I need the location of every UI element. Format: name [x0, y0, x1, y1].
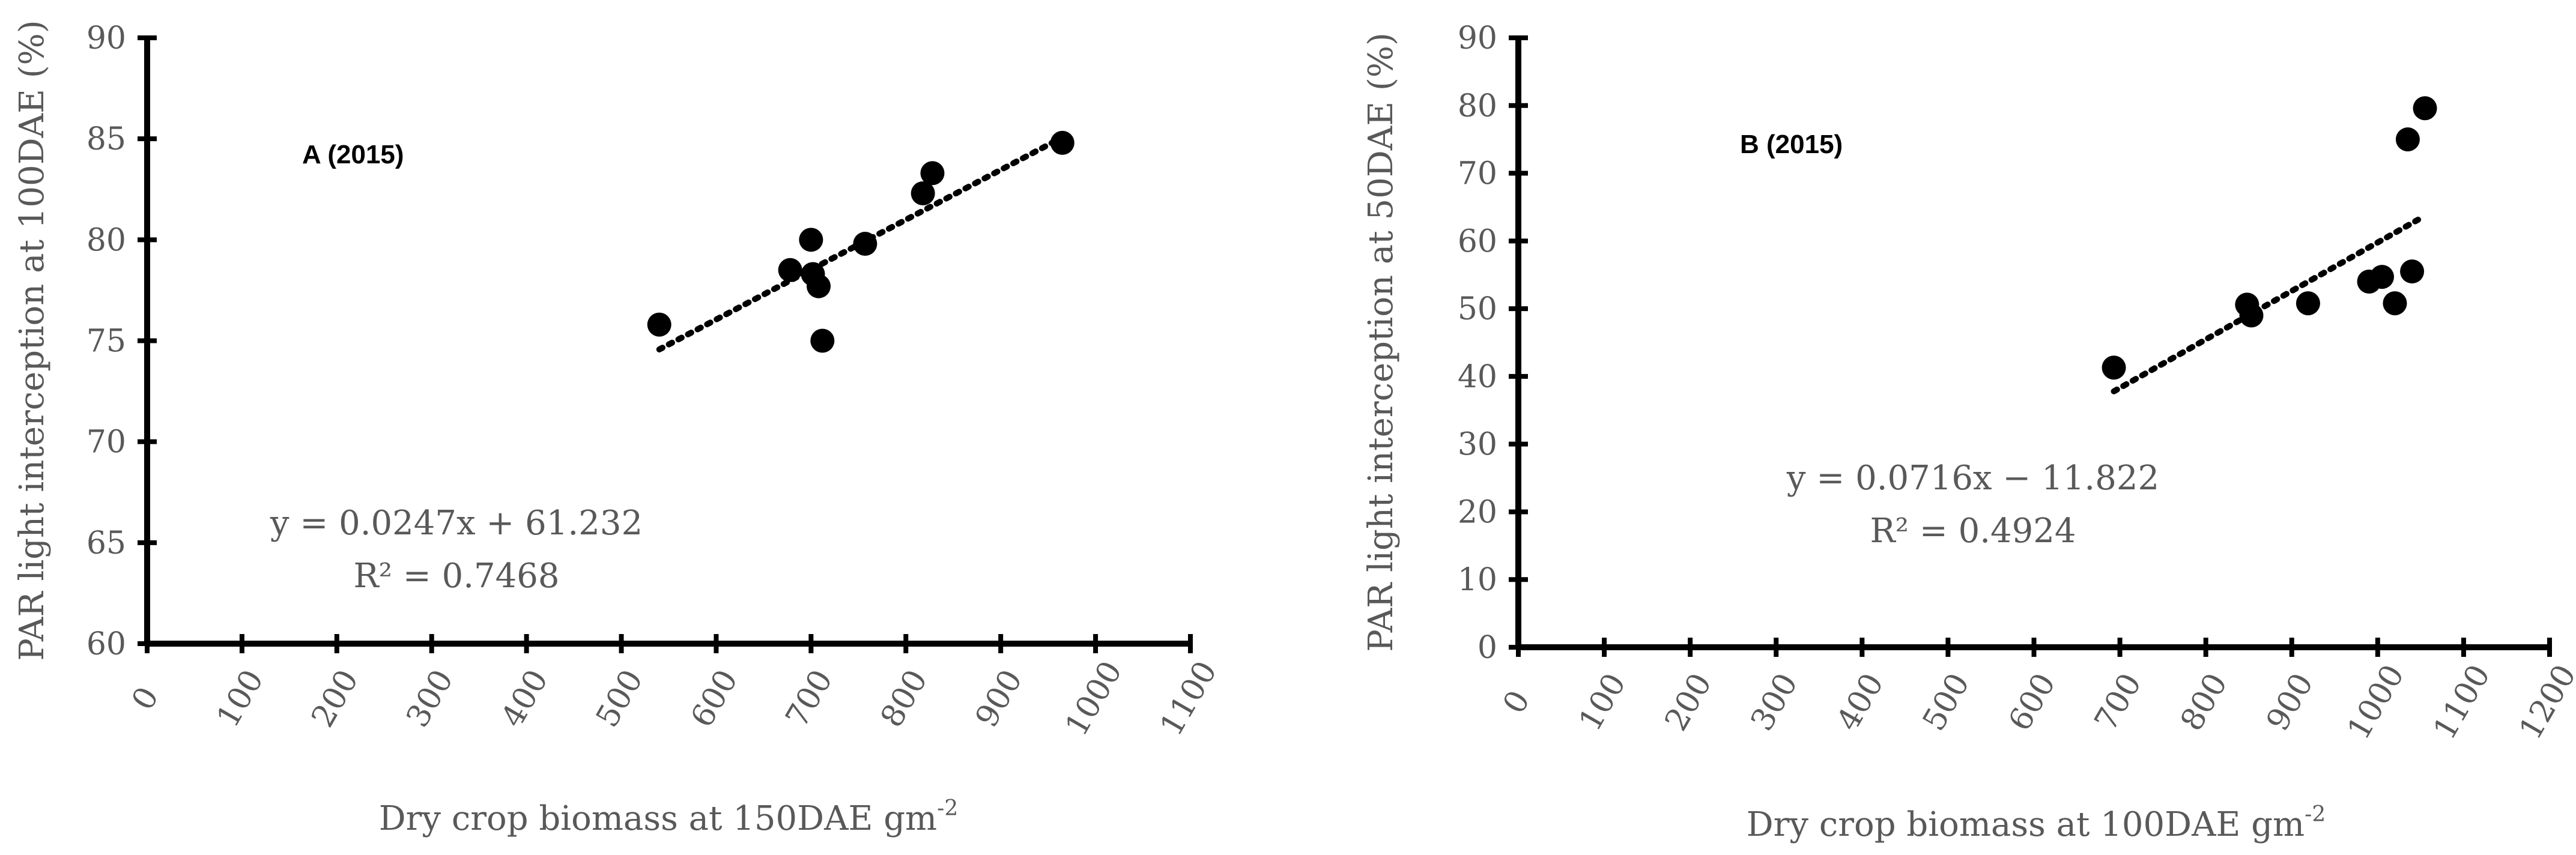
x-tick-label: 0	[125, 681, 166, 716]
data-points	[647, 130, 1074, 353]
y-tick-label: 40	[1458, 359, 1497, 395]
data-point	[647, 312, 671, 337]
axis-ticks	[1509, 35, 2552, 657]
y-tick-label: 60	[86, 626, 126, 662]
x-tick-label: 700	[779, 664, 840, 734]
x-tick-label: 800	[2174, 668, 2235, 737]
x-tick-label: 500	[1916, 668, 1977, 737]
x-tick-label: 700	[2088, 668, 2149, 737]
x-tick-label: 600	[684, 664, 745, 734]
data-point	[2413, 96, 2437, 121]
x-tick-label: 1100	[1153, 655, 1224, 742]
x-tick-label: 200	[1658, 668, 1720, 737]
panel-label: B (2015)	[1740, 130, 1843, 159]
data-point	[853, 232, 877, 256]
data-point	[778, 258, 802, 282]
trendline-equation: y = 0.0716x − 11.822	[1786, 459, 2159, 498]
x-tick-label: 200	[305, 664, 366, 734]
data-point	[806, 274, 831, 298]
y-tick-label: 30	[1458, 427, 1497, 463]
data-point	[2383, 291, 2407, 316]
y-tick-label: 0	[1477, 630, 1497, 666]
data-point	[799, 228, 823, 252]
y-tick-label: 90	[86, 20, 126, 56]
trendline-equation: y = 0.0247x + 61.232	[270, 504, 643, 543]
y-axis-title: PAR light interception at 50DAE (%)	[1362, 32, 1401, 652]
data-points	[2102, 96, 2437, 380]
data-point	[2239, 303, 2264, 328]
chart-panel-b: 0 100 200 300 400 500 600 700 800 900 1000 1100 1200…	[1362, 20, 2576, 844]
y-tick-label: 70	[1458, 156, 1497, 192]
chart-panel-a: 0 100 200 300 400 500 600 700 800 900 1000 1100 60 65…	[13, 20, 1224, 838]
x-tick-label: 0	[1496, 684, 1538, 720]
x-tick-label: 400	[1830, 668, 1891, 737]
y-tick-label: 60	[1458, 223, 1497, 259]
x-tick-label: 100	[1572, 668, 1634, 737]
x-tick-label: 600	[2002, 668, 2063, 737]
y-tick-label: 75	[86, 324, 126, 360]
x-tick-label: 800	[874, 664, 935, 734]
y-tick-label: 80	[1458, 88, 1497, 124]
data-point	[810, 328, 835, 353]
x-axis-title-text: Dry crop biomass at 150DAE gm	[379, 799, 937, 838]
x-tick-label: 300	[1744, 668, 1805, 737]
data-point	[2102, 355, 2126, 380]
y-axis-title: PAR light interception at 100DAE (%)	[13, 20, 52, 660]
data-point	[2296, 291, 2320, 316]
x-tick-label: 1200	[2512, 659, 2576, 746]
trendline-r2: R² = 0.7468	[353, 557, 559, 596]
data-point	[2369, 265, 2394, 289]
x-tick-label: 1100	[2426, 659, 2497, 746]
y-tick-label: 65	[86, 525, 126, 561]
data-point	[920, 161, 945, 186]
data-point	[2400, 259, 2425, 284]
x-axis-title: Dry crop biomass at 100DAE gm-2	[1747, 802, 2326, 844]
y-tick-label: 10	[1458, 562, 1497, 598]
axis-ticks	[138, 35, 1193, 653]
trendline-r2: R² = 0.4924	[1870, 512, 2076, 551]
trendline	[2111, 216, 2422, 394]
x-tick-label: 900	[969, 664, 1030, 734]
y-tick-label: 85	[86, 121, 126, 157]
y-tick-label: 80	[86, 222, 126, 258]
x-tick-label: 500	[589, 664, 650, 734]
x-axis-title-superscript: -2	[2305, 802, 2326, 827]
trendline-group	[2111, 216, 2422, 394]
tick-labels: 0 100 200 300 400 500 600 700 800 900 1000 1100 60 65…	[86, 20, 1225, 742]
x-tick-label: 300	[399, 664, 461, 734]
y-tick-label: 70	[86, 424, 126, 461]
x-axis-title: Dry crop biomass at 150DAE gm-2	[379, 796, 958, 838]
y-tick-label: 50	[1458, 291, 1497, 327]
y-tick-label: 90	[1458, 20, 1497, 56]
x-axis-title-superscript: -2	[937, 796, 958, 821]
x-tick-label: 400	[494, 664, 556, 734]
data-point	[2395, 127, 2420, 152]
x-tick-label: 1000	[1058, 655, 1129, 742]
y-tick-label: 20	[1458, 494, 1497, 530]
panel-label: A (2015)	[302, 140, 404, 169]
data-point	[911, 181, 935, 205]
x-tick-label: 900	[2259, 668, 2321, 737]
data-point	[1050, 130, 1074, 155]
x-axis-title-text: Dry crop biomass at 100DAE gm	[1747, 805, 2305, 844]
x-tick-label: 1000	[2341, 659, 2411, 746]
x-tick-label: 100	[210, 664, 271, 734]
